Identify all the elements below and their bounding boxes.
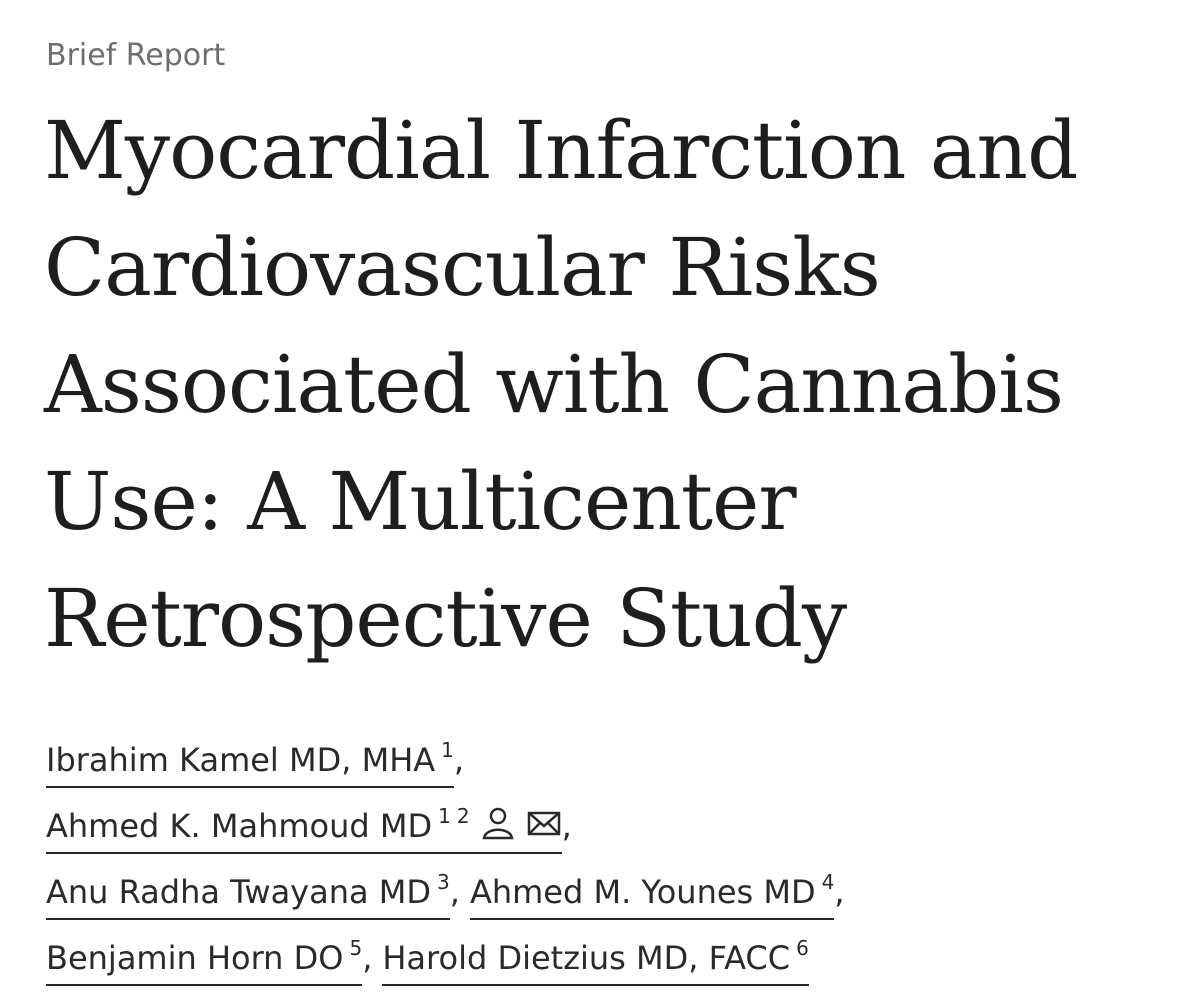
affiliation: 6 xyxy=(796,936,809,960)
author-link[interactable]: Ahmed M. Younes MD 4 xyxy=(469,860,835,920)
title-line: Retrospective Study xyxy=(44,572,847,665)
icon-shape xyxy=(482,828,514,840)
author-line: Ibrahim Kamel MD, MHA 1, xyxy=(46,728,855,794)
article-type: Brief Report xyxy=(46,38,226,73)
email-icon xyxy=(527,811,560,836)
affiliation: 1 xyxy=(441,738,454,762)
author-line: Anu Radha Twayana MD 3, Ahmed M. Younes MD… xyxy=(46,860,855,926)
separator: , xyxy=(449,873,460,911)
title-line: Myocardial Infarction and xyxy=(44,104,1078,197)
author-name: Ibrahim Kamel MD, MHA xyxy=(46,741,436,779)
affiliation: 1 xyxy=(438,804,451,828)
title-line: Cardiovascular Risks xyxy=(44,221,881,314)
author-line: Ahmed K. Mahmoud MD 1 2, xyxy=(46,794,855,860)
author-list: Ibrahim Kamel MD, MHA 1, Ahmed K. Mahmoud … xyxy=(46,728,855,992)
icon-shape xyxy=(489,807,506,825)
author-link[interactable]: Benjamin Horn DO 5 xyxy=(46,926,363,986)
author-line: Benjamin Horn DO 5, Harold Dietzius MD, FA… xyxy=(46,926,855,992)
article-title: Myocardial Infarction and Cardiovascular … xyxy=(44,92,1078,677)
affiliations: 6 xyxy=(796,936,809,960)
author-name: Benjamin Horn DO xyxy=(46,939,344,977)
affiliation: 4 xyxy=(821,870,835,894)
author-link[interactable]: Ibrahim Kamel MD, MHA 1 xyxy=(46,728,454,788)
affiliations: 1 xyxy=(441,738,454,762)
affiliation: 5 xyxy=(349,936,363,960)
affiliation: 3 xyxy=(437,870,450,894)
affiliation: 2 xyxy=(456,804,470,828)
icon-shape xyxy=(527,812,560,835)
separator: , xyxy=(834,873,845,911)
author-link[interactable]: Ahmed K. Mahmoud MD 1 2 xyxy=(46,794,562,854)
separator: , xyxy=(362,939,373,977)
affiliations: 5 xyxy=(349,936,362,960)
separator: , xyxy=(561,807,572,845)
affiliations: 4 xyxy=(822,870,835,894)
person-icon xyxy=(482,807,514,840)
author-link[interactable]: Anu Radha Twayana MD 3 xyxy=(46,860,450,920)
title-line: Use: A Multicenter xyxy=(44,455,797,548)
title-line: Associated with Cannabis xyxy=(44,338,1064,431)
affiliations: 3 xyxy=(437,870,450,894)
separator: , xyxy=(453,741,465,779)
author-link[interactable]: Harold Dietzius MD, FACC 6 xyxy=(382,926,809,986)
author-name: Anu Radha Twayana MD xyxy=(46,873,432,911)
author-name: Harold Dietzius MD, FACC xyxy=(382,939,791,977)
author-name: Ahmed M. Younes MD xyxy=(469,873,816,911)
icon-shape xyxy=(527,811,560,836)
author-name: Ahmed K. Mahmoud MD xyxy=(46,807,433,845)
